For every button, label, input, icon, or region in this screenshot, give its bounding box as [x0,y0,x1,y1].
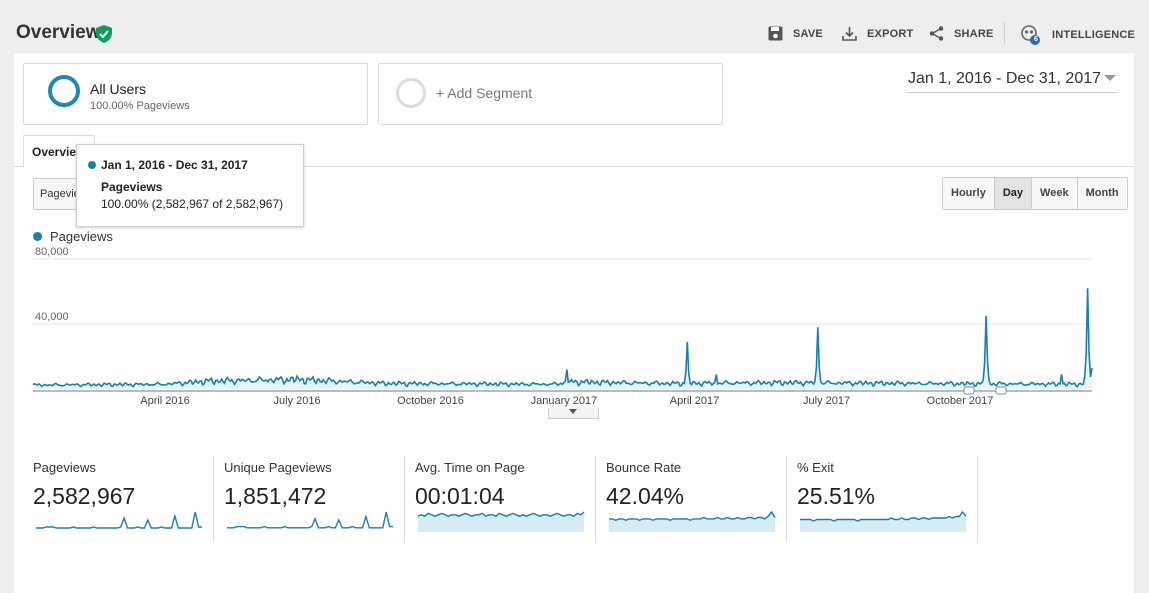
sparkline-line [800,510,967,522]
export-label: EXPORT [867,27,914,40]
annotation-marker [995,386,1007,395]
granularity-toggle: Hourly Day Week Month [942,177,1128,210]
tooltip-date: Jan 1, 2016 - Dec 31, 2017 [101,158,248,172]
scorecard-unique-pageviews[interactable]: Unique Pageviews 1,851,472 [224,456,405,542]
scorecard-sparkline [800,510,967,532]
x-tick-label: April 2016 [140,395,190,407]
intelligence-badge: 6 [1034,36,1038,43]
tab-overview-label: Overview [32,145,86,159]
x-tick-label: July 2017 [803,395,850,407]
x-tick-label: January 2017 [531,395,598,407]
sparkline-fill [418,512,584,532]
scorecard-label: Bounce Rate [606,460,682,475]
scorecard-label: % Exit [797,460,834,475]
empty-segment-ring-icon [396,78,426,108]
scorecard-label: Avg. Time on Page [415,460,525,475]
chart-legend: Pageviews [33,229,113,244]
intelligence-button[interactable]: INTELLIGENCE [1020,24,1135,46]
shield-check-icon [96,25,112,43]
x-tick-label: October 2016 [397,395,464,407]
scorecard-label: Unique Pageviews [224,460,332,475]
scorecard-percent-exit[interactable]: % Exit 25.51% [797,456,978,542]
tooltip-metric: Pageviews [101,180,163,194]
toolbar-divider [1004,22,1005,44]
y-tick-label: 40,000 [35,311,69,323]
floppy-disk-icon [768,26,783,41]
add-segment-card[interactable] [378,63,723,125]
sparkline-line [417,511,585,518]
report-header: Overview SAVE EXPORT SHARE [0,0,1149,53]
scorecard-sparkline [417,511,585,532]
x-tick-label: October 2017 [927,395,994,407]
scorecard-bounce-rate[interactable]: Bounce Rate 42.04% [606,456,787,542]
chart-tooltip: Jan 1, 2016 - Dec 31, 2017 Pageviews 100… [76,144,304,227]
download-icon [842,27,857,41]
x-tick-label: July 2016 [273,395,320,407]
sparkline-line [36,511,202,529]
intelligence-label: INTELLIGENCE [1052,29,1136,41]
export-button[interactable]: EXPORT [842,26,913,41]
scorecard-value: 1,851,472 [224,483,327,509]
tooltip-value: 100.00% (2,582,967 of 2,582,967) [101,197,284,211]
segment-subtitle: 100.00% Pageviews [90,100,190,112]
scorecard-value: 42.04% [606,483,685,509]
add-segment-label: + Add Segment [436,85,533,101]
segment-ring-icon [48,75,80,107]
granularity-day[interactable]: Day [994,178,1033,209]
sparkline-line [227,511,393,529]
scorecard-label: Pageviews [33,460,96,475]
scorecard-value: 25.51% [797,483,876,509]
save-label: SAVE [793,27,823,40]
scorecard-value: 00:01:04 [415,483,505,509]
chart-collapse-handle[interactable] [548,408,599,419]
scorecard-avg-time-on-page[interactable]: Avg. Time on Page 00:01:04 [415,456,596,542]
page-title: Overview [16,22,101,43]
save-button[interactable]: SAVE [768,26,823,41]
legend-series-dot [33,232,42,241]
date-range-picker[interactable]: Jan 1, 2016 - Dec 31, 2017 [908,70,1102,87]
series-area-fill [33,288,1092,389]
intelligence-icon [1021,25,1040,45]
segment-card-all-users[interactable] [23,63,368,125]
x-tick-label: April 2017 [670,395,720,407]
sparkline-fill [800,512,966,532]
segment-name: All Users [90,81,147,97]
y-tick-label: 80,000 [35,246,69,258]
annotation-marker [963,386,975,395]
legend-series-label: Pageviews [50,229,113,244]
share-icon [929,26,944,41]
tooltip-series-dot [88,161,96,169]
sparkline-line [609,510,776,522]
report-panel [14,53,1134,593]
scorecard-sparkline [227,511,393,529]
scorecard-sparkline [609,510,776,532]
granularity-month[interactable]: Month [1077,178,1127,209]
series-line-pageviews [32,288,1093,388]
tab-bar-divider [14,166,1134,167]
scorecard-sparkline [36,511,202,529]
chevron-down-icon[interactable] [1104,75,1116,81]
scorecard-pageviews[interactable]: Pageviews 2,582,967 [33,456,214,542]
granularity-week[interactable]: Week [1032,178,1078,209]
share-button[interactable]: SHARE [929,26,994,41]
date-range-underline [906,92,1118,93]
sparkline-fill [609,512,775,532]
scorecard-value: 2,582,967 [33,483,136,509]
share-label: SHARE [954,27,994,40]
granularity-hourly[interactable]: Hourly [943,178,995,209]
pageviews-line-chart[interactable]: 80,000 40,000 April 2016 July 2016 October 2… [0,0,1149,420]
